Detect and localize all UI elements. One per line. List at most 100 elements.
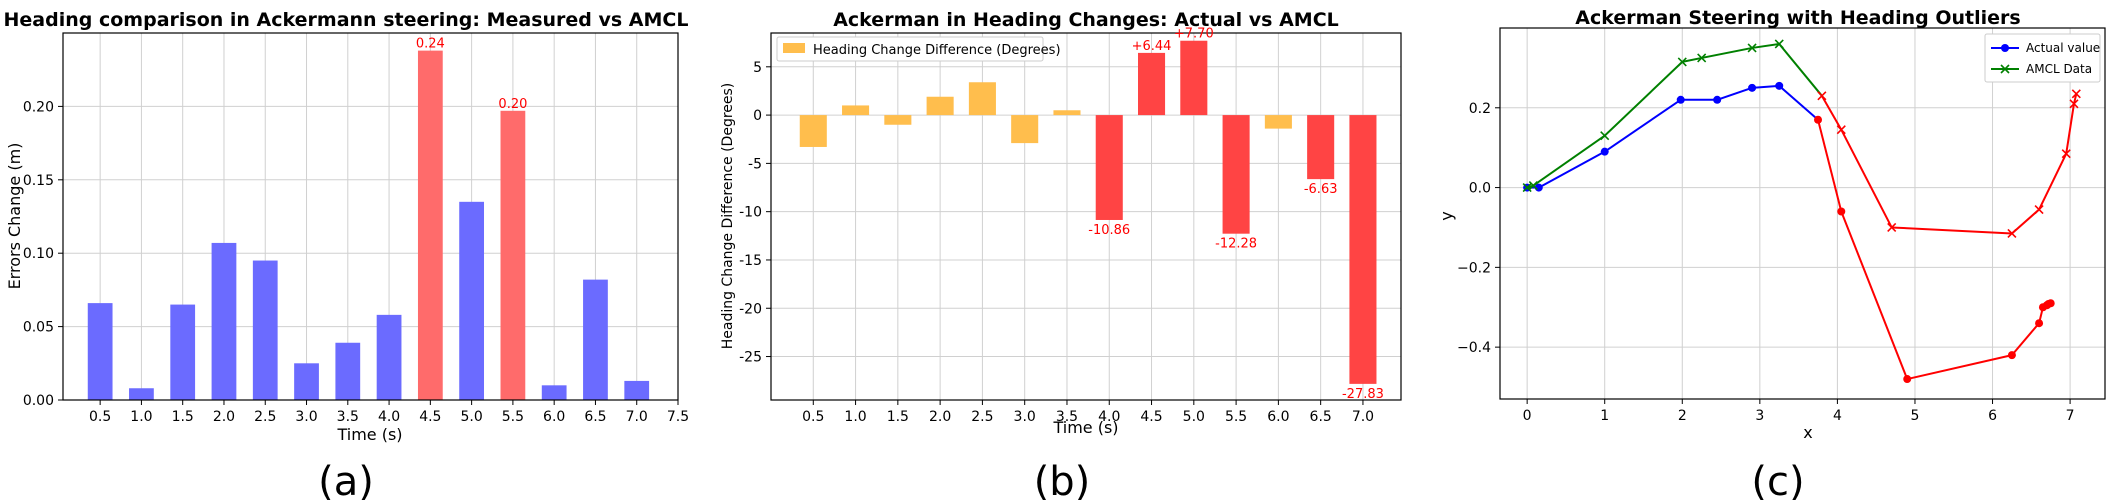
- b-ytick-label: -20: [739, 301, 762, 317]
- c-xtick-label: 4: [1833, 408, 1842, 424]
- c-xtick-label: 1: [1600, 408, 1609, 424]
- c-xtick-label: 5: [1911, 408, 1920, 424]
- b-bar-6.0: [1264, 115, 1292, 129]
- chart-c-ticks: 0 1 2 3 4 5 6 7 0.2 0.0 −0.2 −0.4: [1457, 101, 2075, 424]
- b-data-label: +6.44: [1132, 39, 1172, 54]
- b-bar-5.0: [1180, 40, 1208, 116]
- chart-b-xlabel: Time (s): [1052, 418, 1118, 437]
- b-data-label: -27.83: [1342, 387, 1384, 402]
- chart-b-legend-label: Heading Change Difference (Degrees): [813, 43, 1061, 58]
- b-ytick-label: 0: [753, 108, 762, 124]
- c-amcl-data-point: [1887, 222, 1897, 233]
- c-actual-value-segment: [1538, 150, 1606, 189]
- c-amcl-data-segment: [2038, 153, 2068, 210]
- chart-b-legend-swatch: [783, 43, 805, 53]
- caption-c: (c): [1751, 459, 1804, 500]
- chart-a-axes-frame: [62, 32, 679, 401]
- b-xtick-label: 6.5: [1310, 409, 1332, 425]
- b-ytick-label: -15: [739, 253, 762, 269]
- c-actual-value-point: [1837, 207, 1846, 216]
- b-data-label: -6.63: [1304, 182, 1338, 197]
- chart-c: Ackerman Steering with Heading Outliers …: [1437, 7, 2106, 500]
- c-amcl-data-segment: [1532, 134, 1606, 187]
- b-ytick-label: -25: [739, 350, 762, 366]
- a-bar-2.5: [252, 260, 278, 400]
- a-bar-0.5: [87, 303, 113, 400]
- b-bar-2.0: [926, 96, 954, 116]
- a-xtick-label: 7.0: [626, 409, 648, 425]
- a-bar-3.5: [335, 342, 361, 400]
- a-xtick-label: 6.0: [543, 409, 565, 425]
- a-bar-4.0: [376, 314, 402, 400]
- b-xtick-label: 4.0: [1098, 409, 1120, 425]
- chart-c-legend-actual-label: Actual value: [2026, 41, 2100, 55]
- c-xtick-label: 7: [2066, 408, 2075, 424]
- b-data-label: +7.70: [1174, 27, 1214, 42]
- c-amcl-data-segment: [1840, 129, 1893, 228]
- b-bar-3.5: [1053, 110, 1081, 116]
- a-bar-1.0: [129, 388, 154, 400]
- caption-a: (a): [318, 459, 374, 500]
- chart-c-title: Ackerman Steering with Heading Outliers: [1575, 7, 2020, 29]
- a-xtick-label: 1.5: [172, 409, 194, 425]
- b-bar-4.0: [1095, 115, 1123, 220]
- a-bar-6.0: [541, 385, 567, 400]
- b-xtick-label: 2.5: [971, 409, 993, 425]
- a-xtick-label: 5.5: [502, 409, 524, 425]
- c-actual-value-segment: [2011, 322, 2040, 356]
- a-xtick-label: 4.5: [419, 409, 441, 425]
- b-ytick-label: -5: [748, 156, 762, 172]
- c-amcl-data-segment: [1701, 46, 1753, 59]
- b-data-label: -10.86: [1088, 223, 1130, 238]
- c-ytick-label: 0.2: [1469, 101, 1491, 117]
- c-amcl-data-point: [2071, 89, 2081, 99]
- c-actual-value-point: [1748, 83, 1757, 92]
- a-ytick-label: 0.15: [23, 173, 54, 189]
- c-amcl-data-segment: [1778, 43, 1823, 97]
- c-actual-value-point: [1814, 115, 1823, 124]
- c-amcl-data-segment: [2073, 93, 2078, 105]
- c-actual-value-point: [1775, 81, 1784, 90]
- b-bar-0.5: [799, 115, 827, 147]
- c-ytick-label: −0.4: [1457, 340, 1491, 356]
- a-bar-5.5: [500, 110, 526, 400]
- b-xtick-label: 7.0: [1352, 409, 1374, 425]
- c-xtick-label: 6: [1988, 408, 1997, 424]
- chart-a-grid: [63, 33, 679, 401]
- c-actual-value-segment: [1778, 85, 1819, 121]
- c-amcl-data-point: [2061, 149, 2071, 159]
- c-amcl-data-point: [1836, 125, 1846, 135]
- c-amcl-data-point: [2007, 228, 2017, 239]
- c-amcl-data-segment: [1751, 42, 1780, 49]
- c-actual-value-point: [1600, 147, 1609, 156]
- b-xtick-label: 4.5: [1140, 409, 1162, 425]
- c-xtick-label: 3: [1755, 408, 1764, 424]
- c-amcl-data-segment: [2065, 103, 2075, 154]
- chart-b-data-labels: -10.86 +6.44+7.70 -12.28 -6.63 -27.83: [1088, 27, 1384, 402]
- c-amcl-data-point: [1528, 181, 1538, 191]
- c-actual-value-segment: [1906, 354, 2013, 381]
- c-ytick-label: 0.0: [1469, 181, 1491, 197]
- c-ytick-label: −0.2: [1457, 260, 1491, 276]
- chart-a-title: Heading comparison in Ackermann steering…: [4, 9, 689, 31]
- c-amcl-data-point: [2034, 204, 2044, 215]
- c-amcl-data-point: [1522, 183, 1532, 193]
- c-actual-value-point: [2007, 351, 2016, 360]
- chart-c-legend-actual-marker: [2001, 44, 2009, 52]
- a-xtick-label: 3.0: [295, 409, 317, 425]
- a-xtick-label: 1.0: [130, 409, 152, 425]
- chart-a-bars: [87, 50, 650, 401]
- c-amcl-data-point: [1697, 53, 1707, 63]
- a-xtick-label: 2.0: [213, 409, 235, 425]
- c-amcl-data-point: [1747, 43, 1757, 53]
- chart-b: Ackerman in Heading Changes: Actual vs A…: [720, 9, 1402, 500]
- c-amcl-data-segment: [1682, 56, 1702, 63]
- b-bar-5.5: [1222, 115, 1250, 234]
- c-actual-value-point: [2035, 319, 2044, 328]
- b-xtick-label: 5.0: [1183, 409, 1205, 425]
- c-amcl-data-point: [1774, 39, 1784, 49]
- a-bar-6.5: [583, 279, 608, 400]
- c-xtick-label: 0: [1523, 408, 1532, 424]
- chart-b-ylabel: Heading Change Difference (Degrees): [720, 83, 736, 350]
- a-ytick-label: 0.05: [23, 320, 54, 336]
